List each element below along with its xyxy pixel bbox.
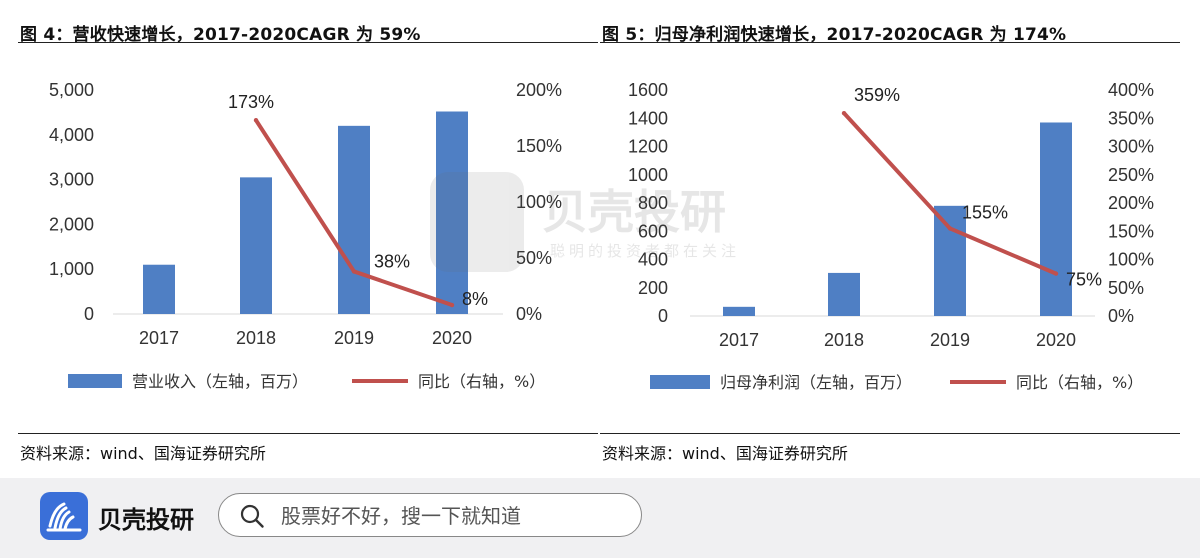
search-input[interactable] — [279, 500, 633, 532]
right-axis-tick-label: 0% — [516, 304, 542, 324]
left-axis-tick-label: 200 — [638, 278, 668, 298]
right-axis-tick-label: 250% — [1108, 165, 1154, 185]
figure-4-title: 图 4：营收快速增长，2017-2020CAGR 为 59% — [20, 25, 421, 45]
data-label: 8% — [462, 289, 488, 309]
footer-bar: 贝壳投研 — [0, 478, 1200, 558]
legend-bar-label: 营业收入（左轴，百万） — [132, 372, 308, 391]
x-axis-tick-label: 2018 — [236, 328, 276, 348]
figure-5-title: 图 5：归母净利润快速增长，2017-2020CAGR 为 174% — [602, 25, 1067, 45]
right-axis-tick-label: 200% — [1108, 193, 1154, 213]
line-point — [449, 302, 455, 308]
data-label: 75% — [1066, 270, 1102, 290]
figure-5-top-rule — [600, 42, 1180, 43]
legend-line-label: 同比（右轴，%） — [1016, 373, 1143, 392]
left-axis-tick-label: 4,000 — [49, 125, 94, 145]
left-axis-tick-label: 1600 — [628, 80, 668, 100]
left-axis-tick-label: 1,000 — [49, 259, 94, 279]
figure-4-panel: 图 4：营收快速增长，2017-2020CAGR 为 59% 0 1,000 2,0… — [18, 0, 598, 478]
x-axis-tick-label: 2017 — [139, 328, 179, 348]
left-axis-tick-label: 800 — [638, 193, 668, 213]
left-axis-tick-label: 2,000 — [49, 214, 94, 234]
figure-4-top-rule — [18, 42, 598, 43]
left-axis-tick-label: 0 — [84, 304, 94, 324]
bar — [240, 177, 272, 314]
line-point — [351, 269, 357, 274]
data-label: 173% — [228, 92, 274, 112]
shell-logo-glyph — [46, 502, 82, 532]
left-axis-tick-label: 600 — [638, 221, 668, 241]
left-axis-tick-label: 5,000 — [49, 80, 94, 100]
right-axis-tick-label: 50% — [516, 248, 552, 268]
left-axis-tick-label: 400 — [638, 250, 668, 270]
left-axis-tick-label: 1000 — [628, 165, 668, 185]
figure-5-source: 资料来源：wind、国海证券研究所 — [602, 444, 848, 463]
bar — [828, 272, 860, 316]
x-axis-tick-label: 2018 — [824, 330, 864, 350]
line-point — [841, 110, 847, 116]
x-axis-tick-label: 2020 — [1036, 330, 1076, 350]
x-axis-tick-label: 2020 — [432, 328, 472, 348]
right-axis-tick-label: 0% — [1108, 306, 1134, 326]
x-axis-tick-label: 2017 — [719, 330, 759, 350]
line-point — [253, 118, 259, 123]
data-label: 38% — [374, 251, 410, 271]
figure-4-bottom-rule — [18, 433, 598, 434]
bar — [436, 111, 468, 314]
shell-logo-icon[interactable] — [40, 492, 88, 540]
bar — [934, 205, 966, 316]
search-icon[interactable] — [239, 503, 265, 529]
right-axis-tick-label: 400% — [1108, 80, 1154, 100]
figure-4-source: 资料来源：wind、国海证券研究所 — [20, 444, 266, 463]
line-point — [1053, 271, 1059, 276]
x-axis-tick-label: 2019 — [334, 328, 374, 348]
brand-name[interactable]: 贝壳投研 — [98, 506, 194, 534]
legend-bar-label: 归母净利润（左轴，百万） — [720, 373, 912, 392]
bar — [723, 306, 755, 316]
right-axis-tick-label: 100% — [516, 192, 562, 212]
right-axis-tick-label: 100% — [1108, 250, 1154, 270]
bar — [338, 125, 370, 314]
line-point — [947, 226, 953, 231]
figure-5-panel: 图 5：归母净利润快速增长，2017-2020CAGR 为 174% 0 200 4… — [600, 0, 1180, 478]
bar — [143, 264, 175, 314]
figure-5-bottom-rule — [600, 433, 1180, 434]
right-axis-tick-label: 50% — [1108, 278, 1144, 298]
figure-4-chart: 0 1,000 2,000 3,000 4,000 5,000 0% 50% 100% 150% 2… — [49, 80, 562, 391]
left-axis-tick-label: 3,000 — [49, 170, 94, 190]
figure-5-chart: 0 200 400 600 800 1000 1200 1400 1600 0% 50% 100% 15… — [628, 80, 1154, 392]
right-axis-tick-label: 300% — [1108, 137, 1154, 157]
bar — [1040, 122, 1072, 316]
legend-bar-swatch — [68, 374, 122, 388]
legend-bar-swatch — [650, 375, 710, 389]
legend-line-label: 同比（右轴，%） — [418, 372, 545, 391]
left-axis-tick-label: 1400 — [628, 108, 668, 128]
right-axis-tick-label: 150% — [1108, 221, 1154, 241]
data-label: 155% — [962, 202, 1008, 222]
x-axis-tick-label: 2019 — [930, 330, 970, 350]
right-axis-tick-label: 350% — [1108, 108, 1154, 128]
data-label: 359% — [854, 85, 900, 105]
right-axis-tick-label: 150% — [516, 136, 562, 156]
left-axis-tick-label: 0 — [658, 306, 668, 326]
right-axis-tick-label: 200% — [516, 80, 562, 100]
search-box[interactable] — [218, 493, 642, 537]
left-axis-tick-label: 1200 — [628, 137, 668, 157]
